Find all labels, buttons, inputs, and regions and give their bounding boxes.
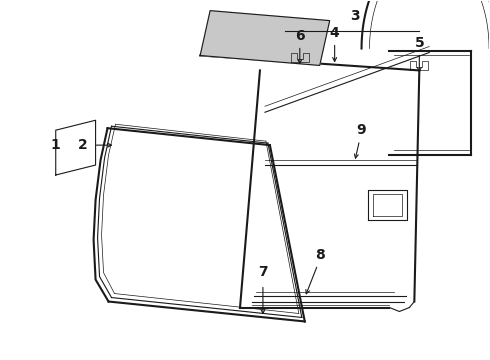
Text: 2: 2 (78, 138, 88, 152)
Text: 3: 3 (350, 9, 359, 23)
Text: 7: 7 (258, 265, 268, 279)
Text: 5: 5 (415, 36, 424, 50)
Text: 1: 1 (51, 138, 61, 152)
Text: 6: 6 (295, 28, 305, 42)
Text: 8: 8 (315, 248, 324, 262)
Text: 4: 4 (330, 26, 340, 40)
Polygon shape (200, 11, 330, 66)
Text: 9: 9 (357, 123, 367, 137)
